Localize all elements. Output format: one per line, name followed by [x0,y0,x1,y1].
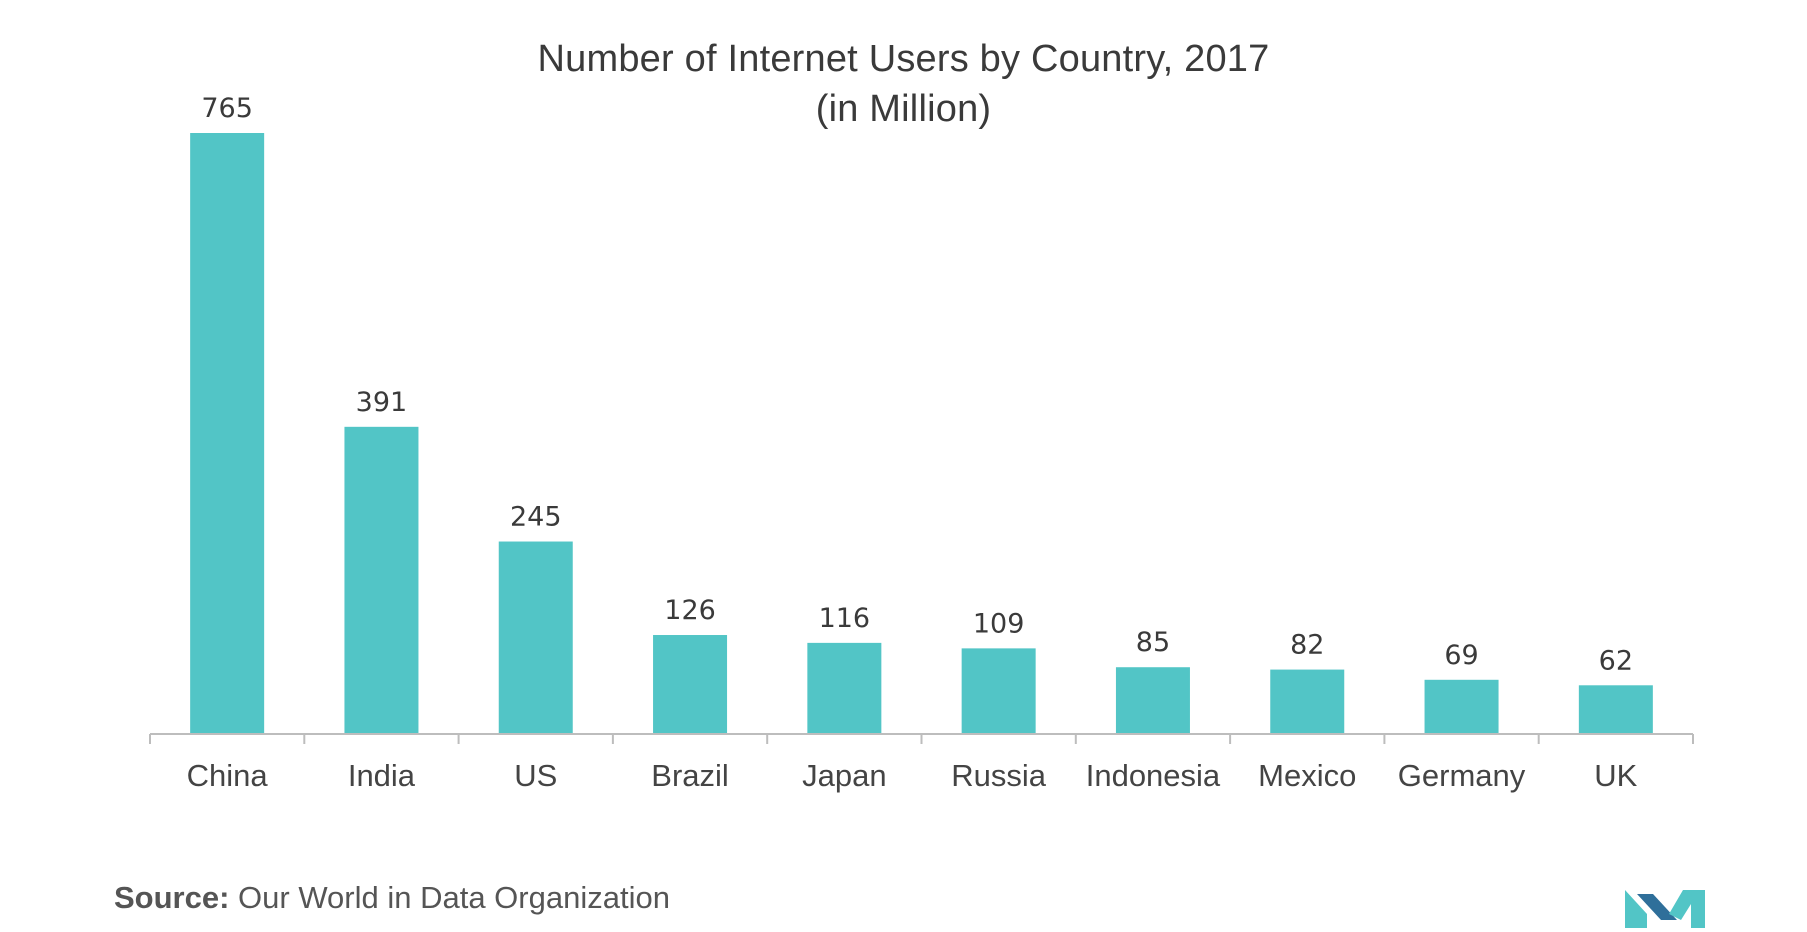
category-label-indonesia: Indonesia [1086,758,1221,793]
category-label-japan: Japan [802,758,886,793]
source-label: Source: [114,880,230,915]
data-label-us: 245 [510,502,562,533]
bar-mexico [1270,669,1345,734]
logo-shape-left [1625,890,1647,928]
data-label-uk: 62 [1599,645,1633,676]
data-label-brazil: 126 [664,595,716,626]
bar-germany [1424,679,1499,734]
category-label-mexico: Mexico [1258,758,1356,793]
mordor-intelligence-logo-icon [1625,890,1705,928]
data-label-india: 391 [356,387,408,418]
bars-layer [190,133,1653,734]
category-label-brazil: Brazil [651,758,729,793]
data-label-russia: 109 [973,608,1025,639]
bar-japan [807,642,882,734]
category-label-us: US [514,758,557,793]
data-label-japan: 116 [819,603,871,634]
logo-shape-right [1669,890,1705,928]
x-axis [149,733,1694,744]
bar-us [498,541,573,734]
source-text: Our World in Data Organization [238,880,670,915]
data-label-china: 765 [201,93,253,124]
bar-chart: 765 China 391 India 245 US 126 Brazil 116 Japan 10… [149,93,1694,793]
data-label-germany: 69 [1444,640,1478,671]
data-label-indonesia: 85 [1136,627,1170,658]
category-label-uk: UK [1594,758,1637,793]
source-note: Source: Our World in Data Organization [114,880,670,916]
bar-indonesia [1115,667,1190,734]
chart-subtitle: (in Million) [815,88,992,130]
bar-brazil [653,635,728,734]
logo-shape-mid [1637,894,1677,920]
data-label-mexico: 82 [1290,630,1324,661]
category-label-china: China [187,758,269,793]
bar-russia [961,648,1036,734]
category-label-germany: Germany [1398,758,1526,793]
labels-layer: 765 China 391 India 245 US 126 Brazil 116 Japan 10… [187,93,1638,793]
chart-title: Number of Internet Users by Country, 201… [537,38,1270,80]
bar-china [190,133,265,734]
bar-india [344,426,419,734]
category-label-russia: Russia [951,758,1047,793]
category-label-india: India [348,758,416,793]
bar-uk [1578,685,1653,734]
